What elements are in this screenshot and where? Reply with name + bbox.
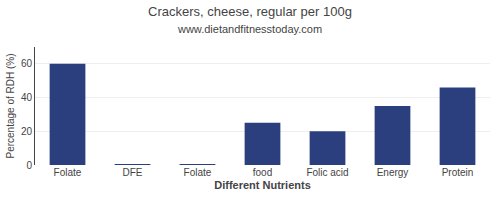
svg-text:60: 60: [21, 58, 33, 69]
svg-text:Folate: Folate: [54, 167, 82, 178]
svg-text:40: 40: [21, 92, 33, 103]
svg-text:0: 0: [26, 160, 32, 171]
svg-text:Folic acid: Folic acid: [306, 167, 348, 178]
svg-text:Different Nutrients: Different Nutrients: [214, 179, 311, 191]
svg-text:Percentage of RDH (%): Percentage of RDH (%): [5, 53, 16, 158]
svg-text:Energy: Energy: [377, 167, 409, 178]
svg-text:Protein: Protein: [442, 167, 474, 178]
svg-text:DFE: DFE: [123, 167, 143, 178]
svg-text:Folate: Folate: [184, 167, 212, 178]
svg-text:20: 20: [21, 126, 33, 137]
svg-text:Crackers, cheese, regular per: Crackers, cheese, regular per 100gwww.di…: [148, 4, 352, 35]
svg-text:food: food: [253, 167, 272, 178]
